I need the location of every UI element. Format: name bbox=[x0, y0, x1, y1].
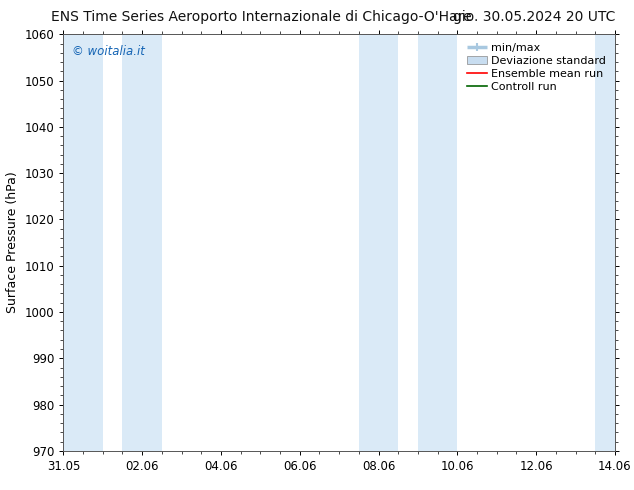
Bar bbox=[359, 34, 398, 451]
Text: ENS Time Series Aeroporto Internazionale di Chicago-O'Hare: ENS Time Series Aeroporto Internazionale… bbox=[51, 10, 471, 24]
Y-axis label: Surface Pressure (hPa): Surface Pressure (hPa) bbox=[6, 172, 19, 314]
Text: gio. 30.05.2024 20 UTC: gio. 30.05.2024 20 UTC bbox=[453, 10, 615, 24]
Legend: min/max, Deviazione standard, Ensemble mean run, Controll run: min/max, Deviazione standard, Ensemble m… bbox=[463, 40, 609, 95]
Bar bbox=[63, 34, 103, 451]
Bar bbox=[595, 34, 615, 451]
Bar bbox=[122, 34, 162, 451]
Text: © woitalia.it: © woitalia.it bbox=[72, 45, 145, 58]
Bar bbox=[418, 34, 457, 451]
